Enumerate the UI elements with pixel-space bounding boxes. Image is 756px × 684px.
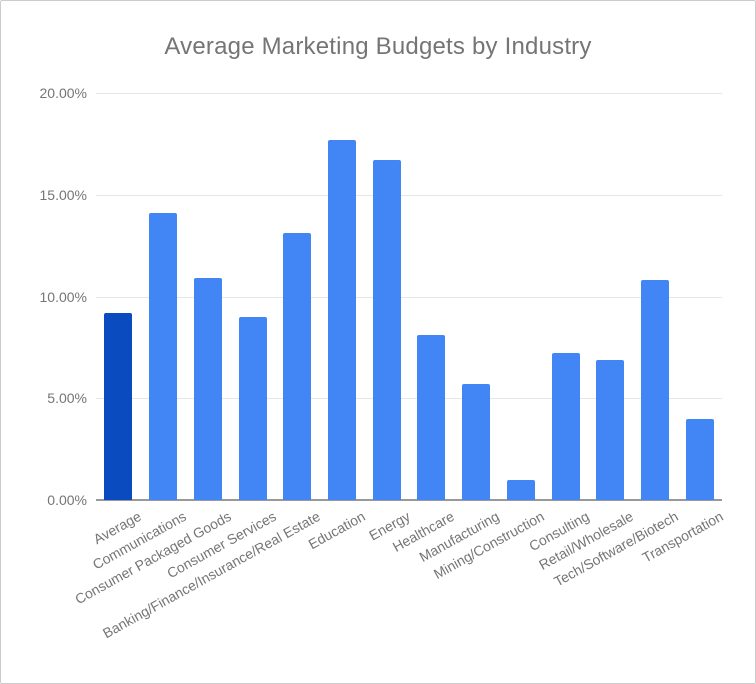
gridline-20 xyxy=(96,93,722,94)
y-tick-label-15: 15.00% xyxy=(39,186,87,203)
bar-slot-mining-construction xyxy=(498,93,543,500)
bar-average[interactable] xyxy=(104,312,133,500)
bar-slot-retail-wholesale xyxy=(588,93,633,500)
bar-transportation[interactable] xyxy=(685,418,714,500)
y-tick-label-5: 5.00% xyxy=(47,390,87,407)
x-axis-line xyxy=(96,499,722,501)
chart-title: Average Marketing Budgets by Industry xyxy=(164,33,592,60)
y-tick-label-0: 0.00% xyxy=(47,492,87,508)
gridline-10 xyxy=(96,296,722,298)
bar-banking-finance-insurance-real-estate[interactable] xyxy=(283,233,312,500)
y-tick-label-10: 10.00% xyxy=(39,288,87,305)
bar-slot-healthcare xyxy=(409,93,454,500)
bar-energy[interactable] xyxy=(372,160,401,500)
bar-education[interactable] xyxy=(327,139,356,500)
bar-mining-construction[interactable] xyxy=(506,479,535,500)
bar-slot-transportation xyxy=(677,93,722,500)
bars-container xyxy=(96,93,722,500)
bar-consulting[interactable] xyxy=(551,353,580,500)
bar-retail-wholesale[interactable] xyxy=(596,359,625,500)
bar-manufacturing[interactable] xyxy=(462,384,491,500)
bar-tech-software-biotech[interactable] xyxy=(640,280,669,500)
y-tick-label-20: 20.00% xyxy=(39,85,87,101)
bar-slot-consulting xyxy=(543,93,588,500)
bar-slot-manufacturing xyxy=(454,93,499,500)
bar-slot-education xyxy=(320,93,365,500)
bar-communications[interactable] xyxy=(149,213,178,500)
bar-healthcare[interactable] xyxy=(417,335,446,500)
bar-consumer-services[interactable] xyxy=(238,316,267,500)
bar-slot-average xyxy=(96,93,141,500)
plot-area xyxy=(96,93,722,501)
bar-slot-tech-software-biotech xyxy=(633,93,678,500)
bar-slot-consumer-packaged-goods xyxy=(185,93,230,500)
bar-slot-consumer-services xyxy=(230,93,275,500)
bar-consumer-packaged-goods[interactable] xyxy=(193,278,222,500)
bar-slot-energy xyxy=(364,93,409,500)
gridline-15 xyxy=(96,194,722,196)
bar-slot-banking-finance-insurance-real-estate xyxy=(275,93,320,500)
bar-slot-communications xyxy=(141,93,186,500)
gridline-5 xyxy=(96,398,722,400)
